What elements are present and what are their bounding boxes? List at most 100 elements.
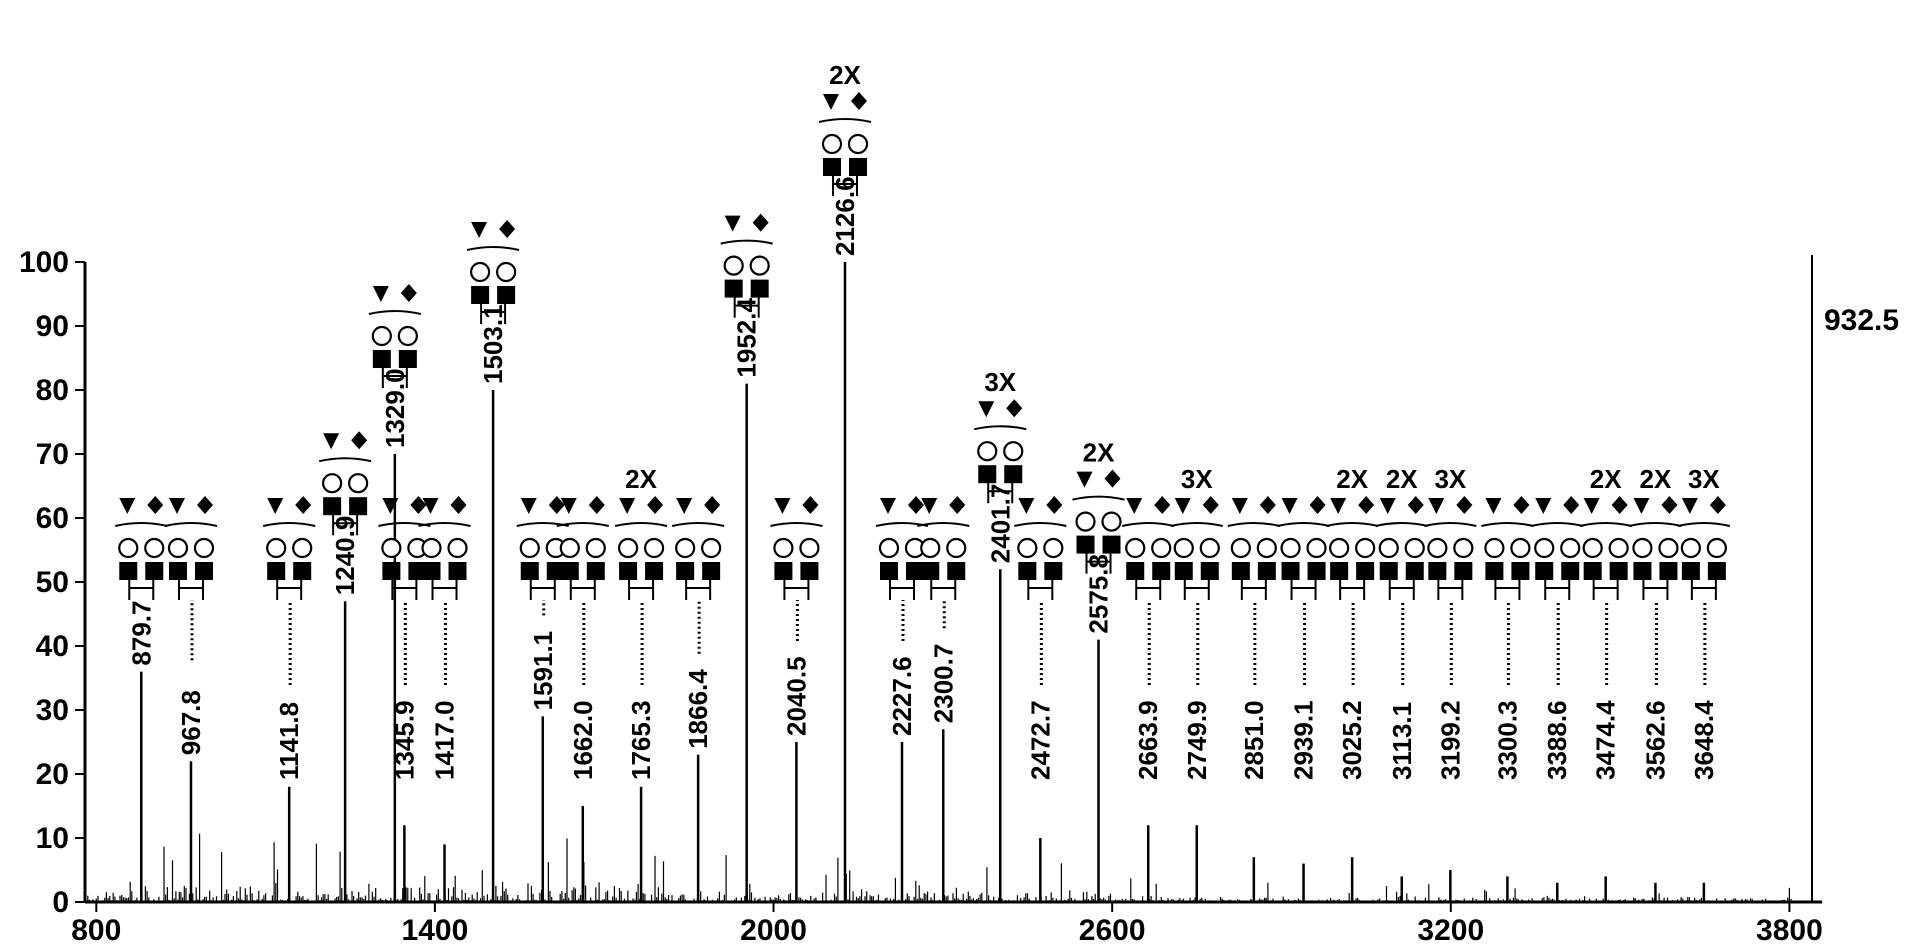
galactose-circle-icon [1427, 537, 1448, 559]
sialic-diamond-icon [1259, 496, 1276, 514]
sialic-diamond-icon [1309, 496, 1326, 514]
sialic-diamond-icon [548, 496, 565, 514]
galactose-circle-icon [1043, 537, 1064, 559]
galactose-circle-icon [193, 537, 215, 559]
glycan-structure [115, 496, 168, 600]
galactose-circle-icon [878, 537, 900, 559]
y-tick-label: 100 [19, 246, 69, 279]
glycan-linkage [1183, 578, 1210, 600]
glycan-structure [1481, 496, 1534, 600]
peak-bars [140, 262, 1706, 902]
glcnac-square-icon [1356, 562, 1375, 580]
fucose-triangle-icon [1174, 498, 1191, 514]
fucose-triangle-icon [1018, 498, 1035, 514]
peak-label: 3113.1 [1387, 702, 1417, 780]
fucose-triangle-icon [978, 401, 995, 418]
fucose-triangle-icon [382, 498, 399, 514]
glcnac-square-icon [619, 562, 638, 580]
glcnac-square-icon [702, 562, 721, 580]
fucose-triangle-icon [619, 498, 636, 514]
galactose-circle-icon [1582, 537, 1603, 559]
galactose-circle-icon [617, 537, 639, 559]
galactose-circle-icon [1453, 537, 1474, 559]
glycan-linkage [177, 578, 204, 600]
fucose-triangle-icon [1633, 498, 1650, 514]
glycan-bracket [1072, 495, 1125, 501]
galactose-circle-icon [118, 537, 139, 559]
fucose-triangle-icon [471, 222, 488, 238]
glcnac-square-icon [1633, 562, 1652, 580]
multiplicity-label: 2X [625, 464, 657, 494]
sialic-diamond-icon [1202, 496, 1219, 514]
glcnac-square-icon [323, 497, 342, 516]
sialic-diamond-icon [400, 284, 417, 302]
glcnac-square-icon [1174, 562, 1193, 580]
fucose-triangle-icon [267, 498, 284, 514]
glycan-structure [378, 496, 431, 600]
glycan-structure: 3X [1677, 464, 1731, 600]
peak-label: 3025.2 [1337, 700, 1367, 780]
galactose-circle-icon [1608, 537, 1629, 559]
glcnac-square-icon [560, 562, 579, 580]
sialic-diamond-icon [295, 496, 312, 514]
glcnac-square-icon [1609, 562, 1628, 580]
sialic-diamond-icon [1513, 496, 1530, 514]
peak-label: 2472.7 [1025, 700, 1055, 780]
galactose-circle-icon [799, 537, 820, 559]
glycan-structure [418, 496, 471, 600]
glycan-linkage [1339, 578, 1366, 600]
glcnac-square-icon [1454, 562, 1473, 580]
fucose-triangle-icon [1379, 498, 1396, 514]
galactose-circle-icon [381, 537, 402, 559]
glcnac-square-icon [1307, 562, 1326, 580]
glycan-bracket [1277, 522, 1330, 527]
glcnac-square-icon [422, 562, 441, 580]
fucose-triangle-icon [1485, 498, 1502, 514]
y-tick-label: 50 [36, 566, 69, 599]
fucose-triangle-icon [372, 286, 389, 302]
fucose-triangle-icon [676, 498, 693, 514]
glcnac-square-icon [921, 562, 940, 580]
peak-label: 3300.3 [1492, 700, 1522, 780]
glcnac-square-icon [408, 562, 427, 580]
galactose-circle-icon [1125, 537, 1146, 559]
peak-label: 2401.7 [985, 484, 1015, 564]
galactose-circle-icon [348, 473, 369, 494]
glcnac-square-icon [822, 158, 841, 176]
sialic-diamond-icon [1358, 496, 1375, 514]
glcnac-square-icon [1707, 562, 1726, 580]
fucose-triangle-icon [1126, 498, 1143, 514]
glycan-linkage [1544, 578, 1571, 600]
glcnac-square-icon [848, 158, 867, 176]
sialic-diamond-icon [1611, 496, 1628, 514]
x-tick-labels: 800 1400 2000 2600 3200 3800 [71, 902, 1823, 947]
y-tick-label: 20 [36, 758, 69, 791]
galactose-circle-icon [1484, 537, 1505, 559]
sialic-diamond-icon [752, 213, 769, 232]
multiplicity-label: 2X [1590, 464, 1622, 494]
galactose-circle-icon [1510, 537, 1531, 559]
glycan-linkage [128, 578, 155, 600]
galactose-circle-icon [1256, 537, 1277, 559]
sialic-diamond-icon [588, 496, 605, 514]
galactose-circle-icon [675, 537, 696, 559]
glcnac-square-icon [1405, 562, 1424, 580]
galactose-circle-icon [1355, 537, 1376, 559]
peak-label: 3474.4 [1591, 700, 1621, 780]
glcnac-square-icon [879, 562, 898, 580]
multiplicity-label: 3X [1434, 464, 1466, 494]
glcnac-square-icon [1535, 562, 1554, 580]
fucose-triangle-icon [1281, 498, 1298, 514]
glycan-structure [164, 496, 218, 600]
fucose-triangle-icon [724, 215, 741, 232]
sialic-diamond-icon [1563, 496, 1580, 514]
glycan-bracket [164, 522, 218, 527]
glycan-bracket [1531, 522, 1584, 527]
glycan-linkage [1437, 578, 1464, 600]
sialic-diamond-icon [704, 496, 721, 514]
glycan-linkage [1592, 578, 1619, 600]
fucose-triangle-icon [822, 94, 839, 110]
fucose-triangle-icon [560, 498, 577, 514]
glycan-bracket [917, 522, 970, 527]
glycan-structure [1122, 496, 1175, 600]
